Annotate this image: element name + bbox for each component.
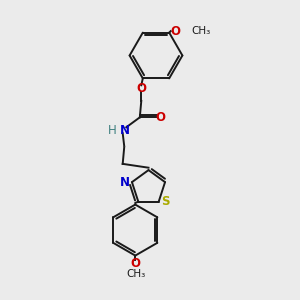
Text: S: S — [161, 195, 170, 208]
Text: H: H — [108, 124, 117, 137]
Text: CH₃: CH₃ — [127, 268, 146, 279]
Text: N: N — [120, 124, 130, 137]
Text: O: O — [136, 82, 146, 95]
Text: N: N — [120, 176, 130, 189]
Text: CH₃: CH₃ — [192, 26, 211, 36]
Text: O: O — [156, 111, 166, 124]
Text: O: O — [170, 25, 180, 38]
Text: O: O — [130, 257, 140, 271]
